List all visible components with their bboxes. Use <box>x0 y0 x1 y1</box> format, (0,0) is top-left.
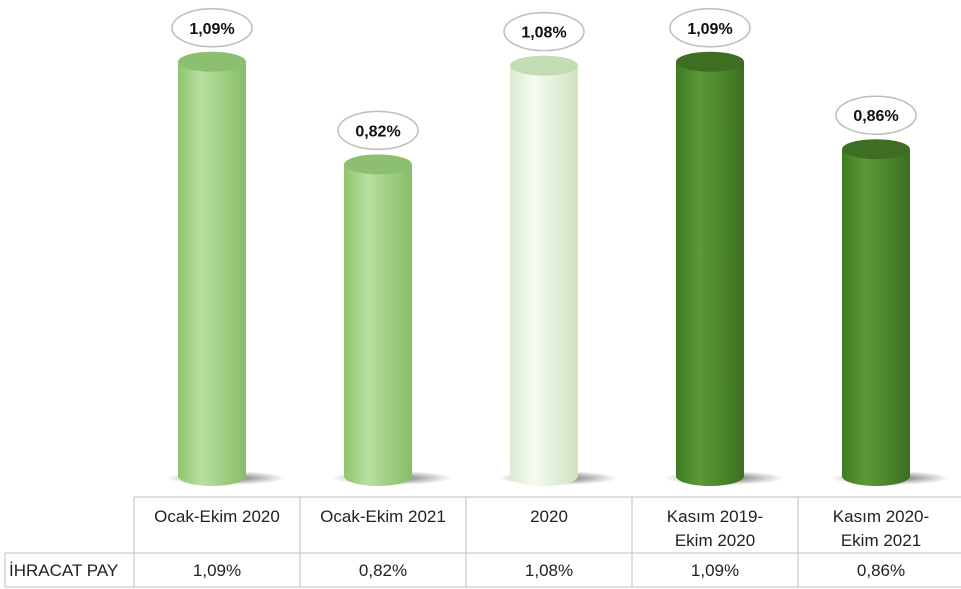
bars-layer: 1,09% 0,82% 1,08% 1,09% 0,86% <box>166 8 950 487</box>
bar-top <box>510 55 578 76</box>
bar <box>510 65 578 486</box>
value-label: 0,86% <box>853 108 898 125</box>
bar-top <box>676 51 744 72</box>
category-label: Kasım 2019-Ekim 2020 <box>667 507 763 550</box>
value-label-bubble <box>171 8 253 48</box>
value-label-bubble <box>503 11 585 52</box>
bar-top <box>344 154 412 175</box>
table-value-cell: 0,82% <box>359 561 407 580</box>
bar <box>842 149 910 486</box>
bar <box>676 61 744 487</box>
data-table: İHRACAT PAY Ocak-Ekim 2020 1,09% Ocak-Ekim … <box>4 496 961 588</box>
value-label-bubble <box>337 110 419 151</box>
value-label-bubble <box>835 95 917 135</box>
table-value-cell: 0,86% <box>857 561 905 580</box>
bar-top <box>842 139 910 160</box>
value-label-bubble <box>669 8 751 48</box>
value-label: 1,08% <box>521 25 566 42</box>
series-name-label: İHRACAT PAY <box>9 561 118 580</box>
category-label: Ocak-Ekim 2020 <box>154 507 280 526</box>
bar <box>178 61 246 487</box>
bar <box>344 164 412 486</box>
value-label: 1,09% <box>189 21 234 38</box>
value-label: 0,82% <box>355 123 400 140</box>
category-label: Ocak-Ekim 2021 <box>320 507 446 526</box>
category-label: 2020 <box>530 507 568 526</box>
category-label: Kasım 2020-Ekim 2021 <box>833 507 929 550</box>
table-value-cell: 1,09% <box>691 561 739 580</box>
value-label: 1,09% <box>687 21 732 38</box>
table-value-cell: 1,08% <box>525 561 573 580</box>
bar-top <box>178 51 246 72</box>
table-value-cell: 1,09% <box>193 561 241 580</box>
